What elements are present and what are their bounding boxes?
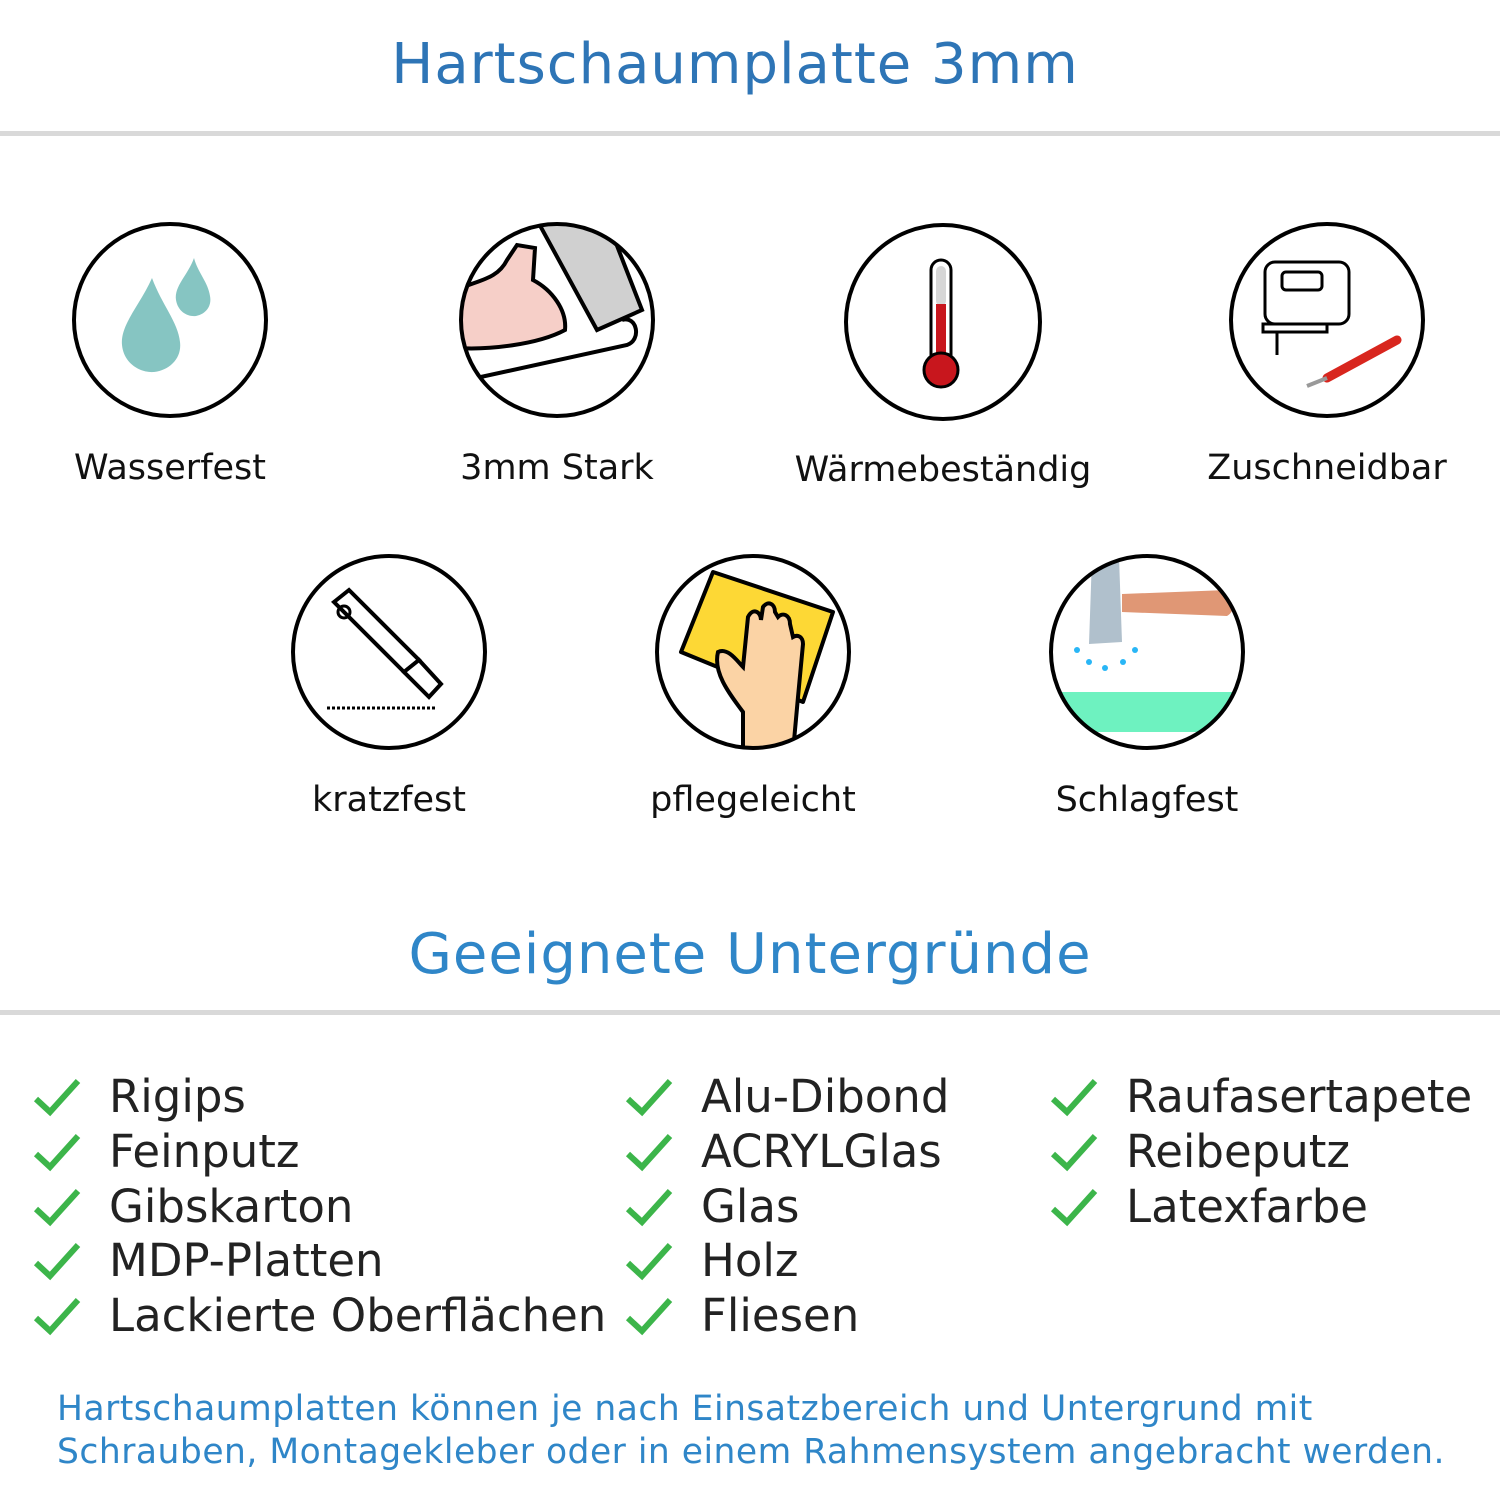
- checkmark-icon: [625, 1297, 673, 1335]
- checkmark-icon: [33, 1242, 81, 1280]
- surface-label: Holz: [701, 1234, 799, 1287]
- surface-item: Fliesen: [625, 1289, 859, 1342]
- surface-item: Feinputz: [33, 1125, 299, 1178]
- divider: [0, 1010, 1500, 1015]
- feature-3mm-stark: 3mm Stark: [407, 220, 707, 488]
- surface-label: Rigips: [109, 1070, 246, 1123]
- note-line: Hartschaumplatten können je nach Einsatz…: [57, 1389, 1313, 1429]
- checkmark-icon: [1050, 1078, 1098, 1116]
- feature-pflegeleicht: pflegeleicht: [603, 552, 903, 820]
- feature-label: 3mm Stark: [460, 448, 654, 488]
- surface-item: Raufasertapete: [1050, 1070, 1472, 1123]
- checkmark-icon: [33, 1078, 81, 1116]
- checkmark-icon: [625, 1242, 673, 1280]
- checkmark-icon: [625, 1188, 673, 1226]
- feature-label: Wärmebeständig: [794, 450, 1092, 490]
- surface-item: Glas: [625, 1180, 799, 1233]
- surface-label: Lackierte Oberflächen: [109, 1289, 607, 1342]
- surface-item: Rigips: [33, 1070, 246, 1123]
- surface-item: Latexfarbe: [1050, 1180, 1368, 1233]
- cutter-icon: [291, 554, 487, 750]
- surface-item: Gibskarton: [33, 1180, 353, 1233]
- feature-label: Schlagfest: [1055, 780, 1239, 820]
- feature-zuschneidbar: Zuschneidbar: [1177, 220, 1477, 488]
- note-line: Schrauben, Montagekleber oder in einem R…: [57, 1432, 1445, 1472]
- mounting-note: Hartschaumplatten können je nach Einsatz…: [57, 1388, 1445, 1474]
- feature-waermebestaendig: Wärmebeständig: [793, 222, 1093, 490]
- checkmark-icon: [33, 1188, 81, 1226]
- surface-label: ACRYLGlas: [701, 1125, 942, 1178]
- surface-label: Reibeputz: [1126, 1125, 1351, 1178]
- surface-label: Gibskarton: [109, 1180, 354, 1233]
- surface-label: Latexfarbe: [1126, 1180, 1368, 1233]
- checkmark-icon: [1050, 1188, 1098, 1226]
- feature-label: Wasserfest: [73, 448, 267, 488]
- surface-item: Alu-Dibond: [625, 1070, 949, 1123]
- checkmark-icon: [1050, 1133, 1098, 1171]
- jigsaw-knife-icon: [1229, 222, 1425, 418]
- thermometer-icon: [844, 223, 1042, 421]
- surface-item: MDP-Platten: [33, 1234, 384, 1287]
- cleaning-cloth-hand-icon: [655, 554, 851, 750]
- surface-label: Glas: [701, 1180, 800, 1233]
- feature-wasserfest: Wasserfest: [20, 220, 320, 488]
- strong-arm-icon: [459, 222, 655, 418]
- surface-label: Raufasertapete: [1126, 1070, 1473, 1123]
- feature-kratzfest: kratzfest: [239, 552, 539, 820]
- surface-label: Fliesen: [701, 1289, 860, 1342]
- water-drops-icon: [72, 222, 268, 418]
- checkmark-icon: [625, 1078, 673, 1116]
- surface-label: Alu-Dibond: [701, 1070, 950, 1123]
- section-title: Geeignete Untergründe: [408, 922, 1092, 987]
- page-title: Hartschaumplatte 3mm: [391, 32, 1079, 97]
- hammer-icon: [1049, 554, 1245, 750]
- feature-schlagfest: Schlagfest: [997, 552, 1297, 820]
- surface-label: MDP-Platten: [109, 1234, 384, 1287]
- feature-label: Zuschneidbar: [1207, 448, 1447, 488]
- checkmark-icon: [33, 1133, 81, 1171]
- feature-label: pflegeleicht: [650, 780, 856, 820]
- checkmark-icon: [625, 1133, 673, 1171]
- checkmark-icon: [33, 1297, 81, 1335]
- feature-label: kratzfest: [311, 780, 466, 820]
- surface-item: ACRYLGlas: [625, 1125, 942, 1178]
- surface-item: Holz: [625, 1234, 799, 1287]
- surface-label: Feinputz: [109, 1125, 300, 1178]
- divider: [0, 131, 1500, 136]
- surface-item: Lackierte Oberflächen: [33, 1289, 606, 1342]
- surface-item: Reibeputz: [1050, 1125, 1350, 1178]
